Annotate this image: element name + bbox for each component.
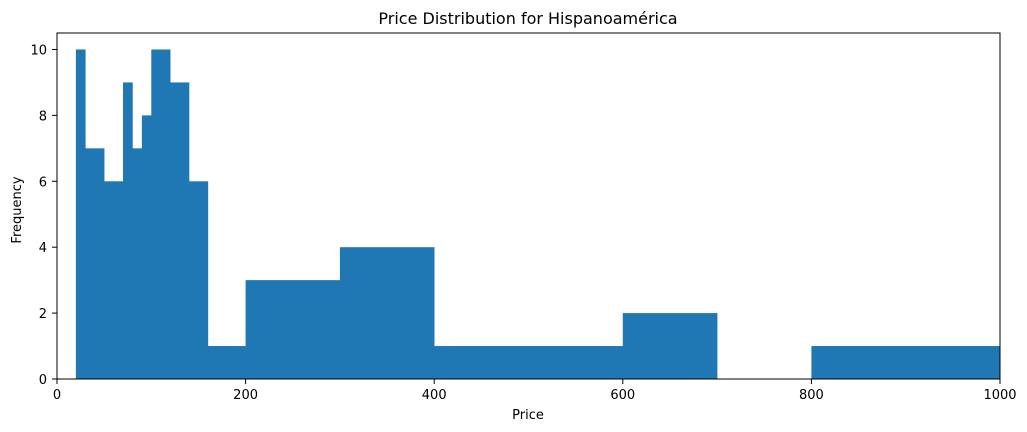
histogram-bar [434,346,624,379]
plot-frame [56,32,1001,380]
x-tick-label: 0 [53,388,61,403]
x-tick-label: 600 [610,388,635,403]
histogram-bar [151,49,171,379]
histogram-bar [189,181,209,379]
x-tick-label: 200 [233,388,258,403]
histogram-bar [622,313,718,379]
chart-title: Price Distribution for Hispanoamérica [378,9,677,28]
y-tick-label: 6 [39,175,47,190]
histogram-bar [132,148,143,379]
histogram-bar [170,82,190,379]
y-tick-label: 0 [39,373,47,388]
axes-layer [56,32,1001,380]
histogram-bar [207,346,246,379]
bars-layer [75,49,1001,379]
histogram-bar [141,115,152,379]
y-tick-label: 8 [39,109,47,124]
x-tick-label: 1000 [983,388,1016,403]
y-tick-label: 2 [39,307,47,322]
ticks-layer: 0 200 400 600 800 1000 0 2 4 6 8 10 [30,43,1016,403]
x-tick-label: 800 [799,388,824,403]
y-tick-label: 4 [39,241,47,256]
y-axis-label: Frequency [10,176,25,243]
histogram-bar [123,82,133,379]
histogram-bar [339,247,435,379]
histogram-bar [811,346,1001,379]
y-tick-label: 10 [30,43,47,58]
histogram-bar [75,49,86,379]
x-tick-label: 400 [422,388,447,403]
histogram-bar [104,181,124,379]
histogram-bar [85,148,105,379]
x-axis-label: Price [512,408,544,423]
histogram-bar [245,280,341,379]
